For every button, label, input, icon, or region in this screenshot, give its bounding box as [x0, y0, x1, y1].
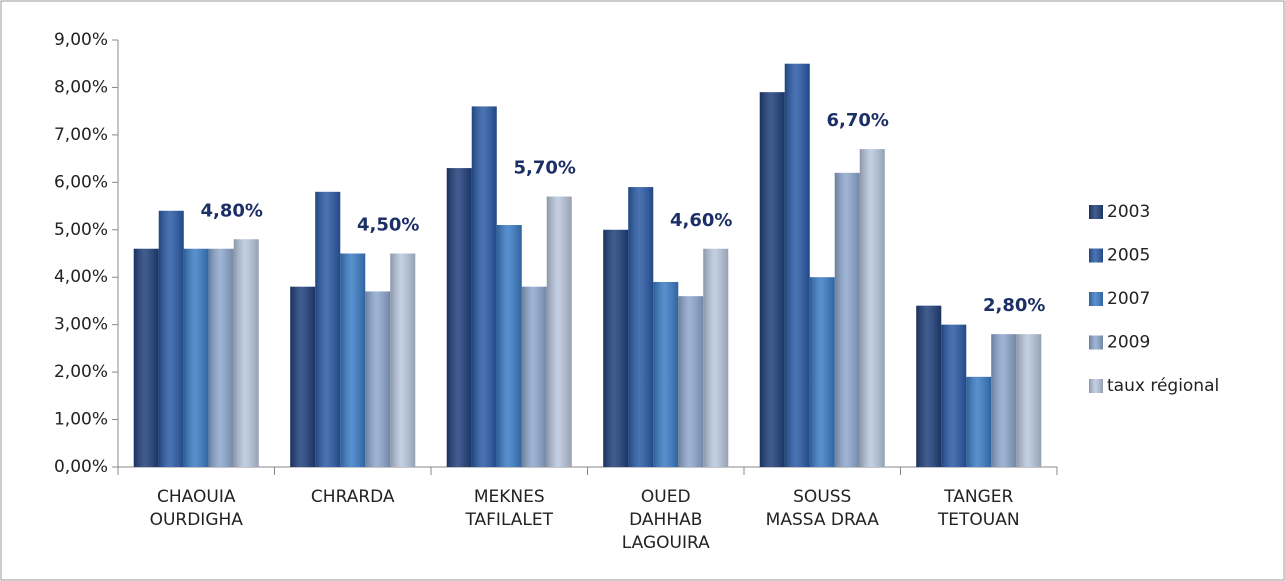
bar-shade	[390, 253, 416, 467]
y-tick-label: 6,00%	[54, 172, 108, 192]
x-tick-label: CHRARDA	[311, 487, 395, 507]
x-tick-label: MEKNES TAFILALET	[464, 487, 553, 530]
bar-shade	[521, 286, 547, 467]
bar-shade	[603, 229, 629, 467]
legend-label: 2009	[1107, 333, 1150, 353]
bar-shade	[966, 376, 992, 467]
legend-swatch-shade	[1089, 335, 1103, 350]
y-tick-label: 7,00%	[54, 125, 108, 145]
legend-label: taux régional	[1107, 376, 1219, 396]
data-label: 4,60%	[670, 210, 732, 231]
bar-shade	[991, 334, 1017, 467]
data-label: 6,70%	[827, 110, 889, 131]
bar-shade	[133, 248, 159, 467]
bar-shade	[703, 248, 729, 467]
legend-swatch-shade	[1089, 379, 1103, 393]
bar-shade	[233, 239, 259, 467]
bar-shade	[315, 191, 341, 468]
data-label: 4,80%	[201, 200, 263, 221]
data-label: 5,70%	[514, 158, 576, 179]
bar-shade	[158, 210, 184, 468]
bar-shade	[759, 92, 785, 467]
y-tick-label: 0,00%	[54, 457, 108, 477]
y-tick-label: 5,00%	[54, 220, 108, 240]
bar-shade	[208, 248, 234, 467]
bar-shade	[290, 286, 316, 467]
bar-shade	[183, 248, 209, 467]
bar-shade	[340, 253, 366, 467]
bar-shade	[834, 172, 860, 467]
legend-label: 2007	[1107, 289, 1150, 309]
legend-swatch-shade	[1089, 205, 1103, 219]
data-label: 2,80%	[983, 295, 1045, 316]
legend-label: 2003	[1107, 202, 1150, 222]
y-tick-label: 8,00%	[54, 77, 108, 97]
bar-shade	[496, 225, 522, 467]
bar-shade	[941, 324, 967, 467]
x-tick-label: CHAOUIA OURDIGHA	[150, 487, 244, 530]
legend-swatch-shade	[1089, 248, 1103, 263]
legend-label: 2005	[1107, 246, 1150, 266]
bar-shade	[653, 281, 679, 467]
bar-shade	[628, 187, 654, 468]
bar-shade	[546, 196, 572, 468]
data-label: 4,50%	[357, 215, 419, 236]
y-tick-label: 1,00%	[54, 410, 108, 430]
y-tick-label: 3,00%	[54, 315, 108, 335]
bar-shade	[916, 305, 942, 467]
bar-shade	[471, 106, 497, 467]
bar-shade	[809, 277, 835, 467]
x-tick-label: TANGER TETOUAN	[937, 487, 1020, 530]
bar-shade	[678, 296, 704, 467]
bar-shade	[784, 63, 810, 467]
bar-shade	[1016, 334, 1042, 467]
x-tick-label: OUED DAHHAB LAGOUIRA	[622, 487, 710, 553]
y-tick-label: 9,00%	[54, 30, 108, 50]
bar-shade	[859, 149, 885, 467]
bar-shade	[446, 168, 472, 467]
legend-swatch-shade	[1089, 292, 1103, 306]
y-tick-label: 2,00%	[54, 362, 108, 382]
y-tick-label: 4,00%	[54, 267, 108, 287]
x-tick-label: SOUSS MASSA DRAA	[766, 487, 880, 530]
bar-shade	[365, 291, 391, 467]
